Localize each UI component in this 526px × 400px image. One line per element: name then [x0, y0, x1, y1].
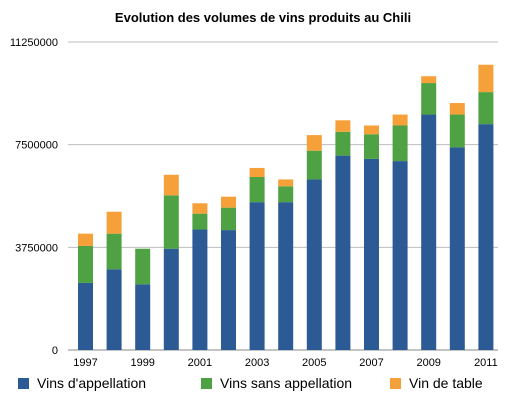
- bar-1998-series-1: [106, 233, 122, 270]
- bar-2003-series-0: [249, 202, 265, 350]
- bar-1997-series-0: [78, 282, 93, 350]
- bar-2011-series-1: [478, 92, 494, 125]
- bar-2011-series-2: [478, 64, 494, 93]
- bar-2011-series-0: [478, 124, 494, 350]
- bar-2002-series-1: [221, 207, 236, 231]
- bar-2007-series-2: [364, 125, 379, 135]
- legend-swatch-sans-appellation: [201, 377, 212, 389]
- bar-1999-series-0: [135, 284, 151, 350]
- y-tick-label-0: 0: [52, 345, 58, 357]
- x-tick-label-1997: 1997: [73, 357, 97, 369]
- bar-2002-series-0: [221, 230, 236, 350]
- chart-title: Evolution des volumes de vins produits a…: [114, 10, 412, 25]
- legend-item-appellation: Vins d'appellation: [18, 375, 146, 391]
- bar-1998-series-0: [106, 269, 122, 350]
- x-tick-label-2005: 2005: [302, 357, 326, 369]
- legend-swatch-vin-de-table: [390, 377, 401, 389]
- legend-item-sans-appellation: Vins sans appellation: [201, 375, 352, 391]
- x-tick-label-1999: 1999: [130, 357, 154, 369]
- x-tick-label-2003: 2003: [245, 357, 269, 369]
- y-tick-label-3750000: 3750000: [15, 242, 58, 254]
- x-tick-label-2001: 2001: [188, 357, 212, 369]
- bar-2002-series-2: [221, 196, 236, 208]
- bar-2004-series-0: [278, 202, 294, 350]
- bar-1997-series-1: [78, 245, 93, 283]
- x-tick-label-2011: 2011: [474, 357, 498, 369]
- bar-2005-series-2: [306, 135, 322, 151]
- bar-1997-series-2: [78, 233, 93, 246]
- bar-2001-series-1: [192, 213, 208, 230]
- legend-label-vin-de-table: Vin de table: [409, 375, 483, 391]
- bar-2008-series-1: [392, 125, 408, 162]
- y-tick-label-7500000: 7500000: [15, 140, 58, 152]
- bar-2004-series-1: [278, 186, 294, 203]
- bar-2003-series-2: [249, 167, 265, 177]
- bar-2010-series-0: [449, 147, 465, 350]
- bar-2009-series-0: [421, 114, 437, 350]
- bar-2006-series-0: [335, 155, 351, 350]
- bar-2010-series-1: [449, 114, 465, 148]
- bar-1998-series-2: [106, 211, 122, 234]
- x-tick-label-2009: 2009: [416, 357, 440, 369]
- legend-swatch-appellation: [18, 377, 29, 389]
- bar-2010-series-2: [449, 103, 465, 115]
- bar-2008-series-2: [392, 114, 408, 126]
- bar-2006-series-2: [335, 120, 351, 132]
- bar-1999-series-1: [135, 248, 151, 285]
- bar-2007-series-1: [364, 134, 379, 159]
- bar-2000-series-0: [163, 248, 179, 350]
- bar-2008-series-0: [392, 161, 408, 350]
- bar-2005-series-1: [306, 150, 322, 180]
- legend-label-sans-appellation: Vins sans appellation: [220, 375, 353, 391]
- legend-item-vin-de-table: Vin de table: [390, 375, 483, 391]
- bar-2004-series-2: [278, 179, 294, 187]
- bar-2001-series-0: [192, 229, 208, 350]
- bar-2003-series-1: [249, 176, 265, 203]
- bar-2001-series-2: [192, 203, 208, 214]
- bar-2000-series-1: [163, 195, 179, 249]
- bar-2005-series-0: [306, 179, 322, 350]
- bar-2009-series-1: [421, 83, 437, 115]
- x-tick-label-2007: 2007: [359, 357, 383, 369]
- bar-2006-series-1: [335, 131, 351, 156]
- bar-2009-series-2: [421, 76, 437, 84]
- bar-2000-series-2: [163, 174, 179, 196]
- legend-label-appellation: Vins d'appellation: [37, 375, 147, 391]
- y-tick-label-11250000: 11250000: [10, 37, 58, 49]
- bar-2007-series-0: [364, 158, 379, 350]
